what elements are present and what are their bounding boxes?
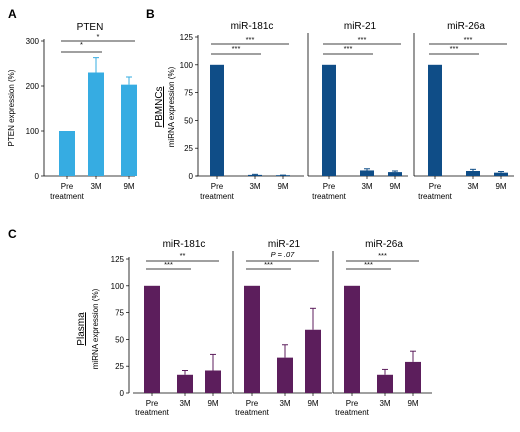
panel-a-ytick-label-0: 0	[35, 172, 40, 181]
panel-label-c: C	[8, 227, 17, 241]
panel-c-facet-1-bracket-label-1: P = .07	[271, 250, 296, 259]
panel-b-row-label: PBMNCs	[154, 86, 165, 127]
panel-a-ytick-label-1: 100	[26, 127, 40, 136]
panel-c-facet-2-xtick-label-1: 3M	[379, 399, 390, 408]
panel-b-facet-2-bar-0	[428, 64, 442, 176]
panel-b-facet-2-bracket-label-1: ***	[464, 35, 473, 44]
panel-c-ytick-label-4: 100	[111, 282, 125, 291]
panel-c-facet-2-bar-2	[405, 361, 421, 393]
panel-a-bracket-label-0: *	[80, 40, 83, 49]
panel-b-facet-1-xtick-label-0: Pre	[323, 182, 336, 191]
panel-c-facet-2-xtick-label-0: Pre	[346, 399, 359, 408]
panel-a-bar-1	[88, 72, 104, 176]
panel-c-ytick-label-0: 0	[120, 389, 125, 398]
panel-c-facet-0-xtick-label-2: 9M	[207, 399, 218, 408]
panel-c-facet-1-xtick-label-1: 3M	[279, 399, 290, 408]
panel-b-ytick-label-4: 100	[180, 61, 194, 70]
panel-b-facet-2-title: miR-26a	[447, 21, 485, 32]
panel-b-ytick-label-0: 0	[189, 172, 194, 181]
panel-b-facet-2-bracket-label-0: ***	[450, 44, 459, 53]
panel-c-facet-1-xtick-label-0: Pre	[246, 399, 259, 408]
panel-a-title: PTEN	[77, 22, 104, 33]
panel-c-facet-0-bar-0	[144, 285, 160, 393]
panel-b-ytick-label-1: 25	[184, 144, 193, 153]
panel-b-facet-0-xtick-label-1: 3M	[249, 182, 260, 191]
panel-b-facet-1-xtick-label-0-line2: treatment	[312, 192, 347, 201]
panel-a-xtick-label-1: 3M	[90, 182, 101, 191]
panel-c-facet-0-bracket-label-1: **	[180, 251, 186, 260]
panel-c-facet-0-bar-1	[177, 374, 193, 393]
panel-a-ytick-label-3: 300	[26, 37, 40, 46]
panel-b-facet-1-bar-0	[322, 64, 336, 176]
panel-a-bar-0	[59, 131, 75, 176]
panel-c-facet-1-bracket-label-0: ***	[264, 260, 273, 269]
panel-b-facet-1-xtick-label-2: 9M	[389, 182, 400, 191]
panel-b-y-axis-title: miRNA expression (%)	[167, 66, 176, 147]
panel-c-facet-0-bar-2	[205, 370, 221, 393]
panel-c-facet-2-bracket-label-0: ***	[364, 260, 373, 269]
panel-c-facet-2-bracket-label-1: ***	[378, 251, 387, 260]
panel-c-ytick-label-2: 50	[115, 335, 124, 344]
panel-b-facet-2-xtick-label-0-line2: treatment	[418, 192, 453, 201]
panel-b-facet-1-bracket-label-1: ***	[358, 35, 367, 44]
panel-c-facet-0-xtick-label-1: 3M	[179, 399, 190, 408]
panel-b-facet-0-xtick-label-0-line2: treatment	[200, 192, 235, 201]
panel-b-facet-0-xtick-label-0: Pre	[211, 182, 224, 191]
panel-b-ytick-label-5: 125	[180, 33, 194, 42]
panel-a-xtick-label-0: Pre	[61, 182, 74, 191]
panel-c-ytick-label-1: 25	[115, 362, 124, 371]
panel-a-y-axis-title: PTEN expression (%)	[7, 69, 16, 146]
panel-c-facet-2-bar-0	[344, 285, 360, 393]
panel-b-facet-1-bar-2	[388, 172, 402, 176]
panel-b-ytick-label-2: 50	[184, 116, 193, 125]
panel-b-facet-1-bar-1	[360, 170, 374, 176]
panel-c-ytick-label-5: 125	[111, 255, 125, 264]
panel-label-a: A	[8, 7, 17, 21]
panel-c-facet-2-bar-1	[377, 374, 393, 393]
panel-c-facet-2-xtick-label-2: 9M	[407, 399, 418, 408]
panel-a-xtick-label-2: 9M	[123, 182, 134, 191]
panel-c-facet-1-bar-2	[305, 329, 321, 393]
panel-c-facet-1-bar-0	[244, 285, 260, 393]
panel-c-facet-2-title: miR-26a	[365, 239, 403, 250]
panel-c-facet-1-xtick-label-2: 9M	[307, 399, 318, 408]
panel-c-facet-1-bar-1	[277, 357, 293, 393]
panel-c-facet-1-xtick-label-0-line2: treatment	[235, 408, 270, 417]
panel-b-facet-0-bar-0	[210, 64, 224, 176]
panel-b-facet-2-bar-2	[494, 172, 508, 176]
panel-a-bracket-label-1: *	[97, 32, 100, 41]
panel-a-ytick-label-2: 200	[26, 82, 40, 91]
panel-b-facet-2-xtick-label-2: 9M	[495, 182, 506, 191]
panel-c-facet-2-xtick-label-0-line2: treatment	[335, 408, 370, 417]
panel-label-b: B	[146, 7, 155, 21]
panel-b-facet-0-bracket-label-1: ***	[246, 35, 255, 44]
panel-b-facet-0-bar-1	[248, 174, 262, 176]
panel-c-facet-0-xtick-label-0: Pre	[146, 399, 159, 408]
panel-b-facet-2-xtick-label-1: 3M	[467, 182, 478, 191]
panel-b-facet-1-title: miR-21	[344, 21, 377, 32]
panel-c-y-axis-title: miRNA expression (%)	[91, 288, 100, 369]
panel-a-bar-2	[121, 84, 137, 176]
panel-b-facet-0-title: miR-181c	[231, 21, 274, 32]
panel-c-facet-1-title: miR-21	[268, 239, 301, 250]
panel-b-facet-1-bracket-label-0: ***	[344, 44, 353, 53]
panel-b-facet-0-bracket-label-0: ***	[232, 44, 241, 53]
panel-b-facet-2-xtick-label-0: Pre	[429, 182, 442, 191]
panel-c-facet-0-title: miR-181c	[163, 239, 206, 250]
panel-b-facet-0-xtick-label-2: 9M	[277, 182, 288, 191]
panel-b-ytick-label-3: 75	[184, 89, 193, 98]
panel-c-ytick-label-3: 75	[115, 309, 124, 318]
panel-b-facet-1-xtick-label-1: 3M	[361, 182, 372, 191]
panel-b-facet-2-bar-1	[466, 170, 480, 176]
panel-c-row-label: Plasma	[76, 312, 87, 346]
panel-c-facet-0-xtick-label-0-line2: treatment	[135, 408, 170, 417]
panel-a-xtick-label-0-line2: treatment	[50, 192, 85, 201]
panel-c-facet-0-bracket-label-0: ***	[164, 260, 173, 269]
